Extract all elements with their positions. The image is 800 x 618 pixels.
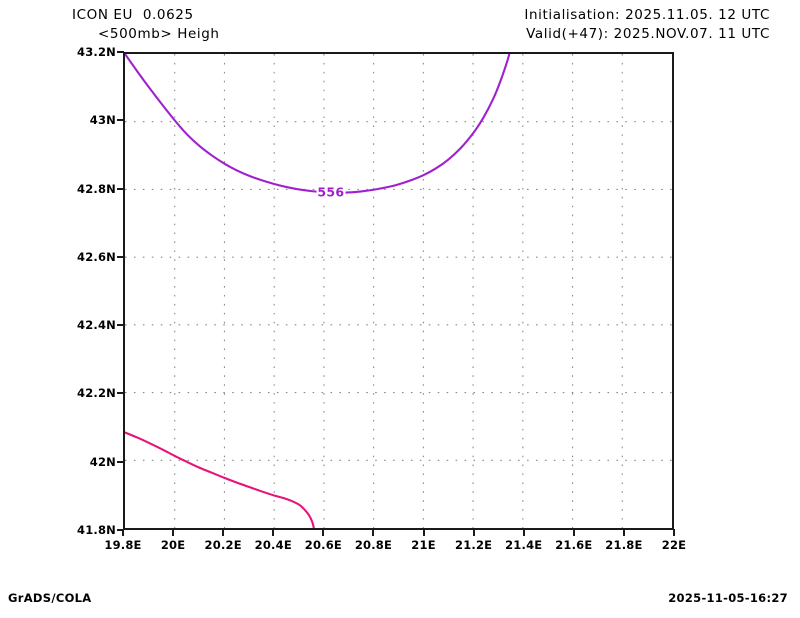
x-axis-tick <box>322 529 325 536</box>
contour-path <box>125 431 315 528</box>
contour-lines <box>125 54 511 528</box>
x-axis-tick <box>422 529 425 536</box>
x-axis-label: 20E <box>160 538 186 552</box>
header-right-block: Initialisation: 2025.11.05. 12 UTC Valid… <box>524 6 770 44</box>
header-left-block: ICON EU 0.0625 <500mb> Heigh <box>0 6 420 44</box>
y-axis-label: 42.2N <box>77 386 116 401</box>
model-title: ICON EU 0.0625 <box>72 7 194 23</box>
y-axis-label: 42.4N <box>77 318 116 333</box>
y-axis-label: 42.8N <box>77 181 116 196</box>
y-axis-label: 41.8N <box>77 523 116 537</box>
x-axis-label: 22E <box>661 538 687 552</box>
x-axis-label: 21.4E <box>505 538 543 552</box>
x-axis-tick <box>572 529 575 536</box>
plot-frame <box>123 52 674 530</box>
x-axis-tick <box>172 529 175 536</box>
x-axis-tick <box>472 529 475 536</box>
plot-canvas <box>125 54 672 528</box>
gridlines <box>125 54 672 528</box>
y-axis-label: 43.2N <box>77 45 116 59</box>
y-axis-labels: 41.8N 42N 42.2N 42.4N 42.6N 42.8N 43N 43.2N <box>0 0 116 618</box>
level-title: <500mb> Heigh <box>98 26 220 42</box>
x-axis-tick <box>122 529 124 536</box>
x-axis-label: 20.4E <box>254 538 292 552</box>
x-axis-tick <box>522 529 525 536</box>
x-axis-tick <box>222 529 225 536</box>
y-axis-label: 42.6N <box>77 249 116 264</box>
footer-credit: GrADS/COLA <box>8 591 92 605</box>
x-axis-label: 19.8E <box>104 538 142 552</box>
x-axis-tick <box>673 529 675 536</box>
x-axis-label: 21.8E <box>605 538 643 552</box>
y-axis-label: 42N <box>89 454 116 469</box>
x-axis-tick <box>622 529 625 536</box>
x-axis-label: 21E <box>411 538 436 552</box>
x-axis-tick <box>372 529 375 536</box>
initialisation-text: Initialisation: 2025.11.05. 12 UTC <box>524 7 770 23</box>
contour-path <box>125 54 511 194</box>
x-axis-label: 20.2E <box>204 538 242 552</box>
valid-time-text: Valid(+47): 2025.NOV.07. 11 UTC <box>526 26 770 42</box>
x-axis-label: 21.6E <box>555 538 593 552</box>
x-axis-tick <box>272 529 275 536</box>
footer-timestamp: 2025-11-05-16:27 <box>668 591 788 605</box>
x-axis-label: 20.8E <box>354 538 393 552</box>
y-axis-label: 43N <box>89 113 116 128</box>
x-axis-label: 20.6E <box>304 538 342 552</box>
x-axis-label: 21.2E <box>455 538 493 552</box>
